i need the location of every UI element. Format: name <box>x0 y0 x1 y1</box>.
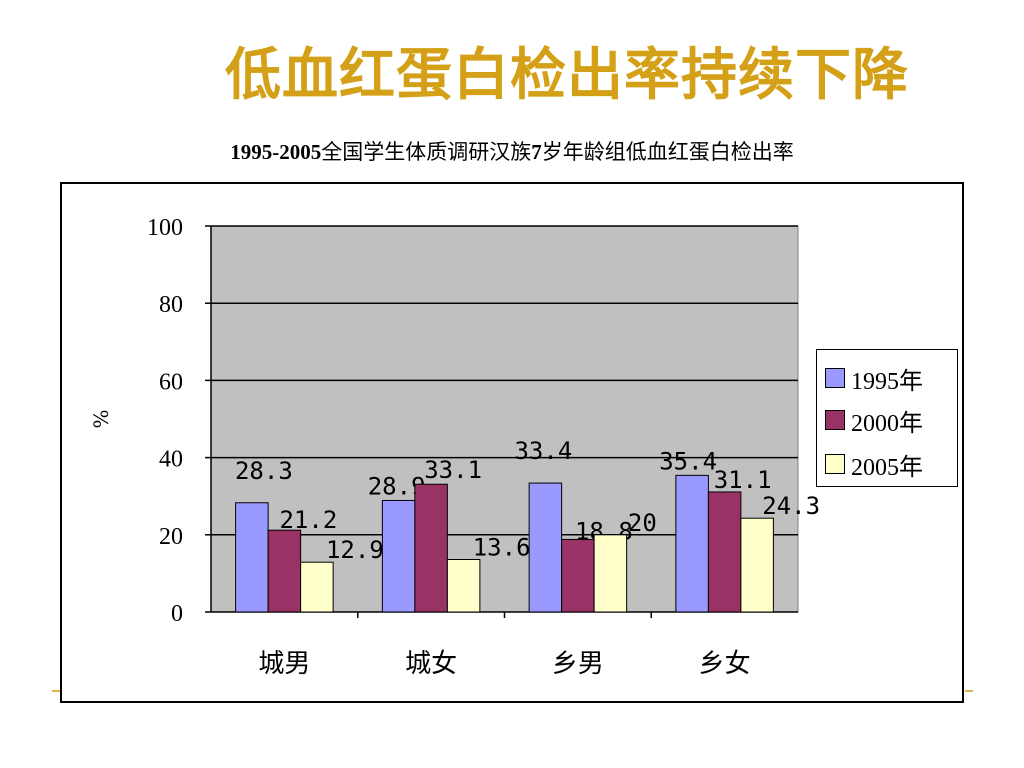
slide-title: 低血红蛋白检出率持续下降 <box>225 43 909 108</box>
bar-2-4 <box>707 491 742 613</box>
legend-item-2000: 2000年 <box>825 402 923 438</box>
bar-1-4 <box>675 474 709 613</box>
x-category-label: 乡男 <box>552 649 604 679</box>
y-axis-label: % <box>89 409 113 428</box>
data-label: 28.3 <box>235 457 293 485</box>
legend-swatch-1995 <box>825 368 845 388</box>
y-tick-label: 0 <box>171 601 183 627</box>
bar-1-3 <box>528 482 563 613</box>
data-label: 35.4 <box>659 447 717 475</box>
data-label: 21.2 <box>279 506 337 534</box>
data-label: 24.3 <box>762 492 820 520</box>
y-tick-label: 40 <box>159 447 183 473</box>
legend-label-1995: 1995年 <box>851 368 923 395</box>
chart-title-age: 7 <box>531 140 542 164</box>
chart-title-part1: 全国学生体质调研汉族 <box>321 140 532 164</box>
x-category-label: 城女 <box>405 649 457 679</box>
legend-item-1995: 1995年 <box>825 360 923 396</box>
y-tick-label: 20 <box>159 524 183 550</box>
data-label: 20 <box>628 509 657 537</box>
bar-3-2 <box>446 559 481 613</box>
bar-3-3 <box>593 534 628 613</box>
data-label: 33.4 <box>514 437 572 465</box>
x-category-label: 城男 <box>258 649 310 679</box>
legend-swatch-2000 <box>825 410 845 430</box>
chart-title: 1995-2005全国学生体质调研汉族7岁年龄组低血红蛋白检出率 <box>0 136 1024 166</box>
legend-label-2005: 2005年 <box>851 454 923 481</box>
y-tick-label: 100 <box>147 215 183 241</box>
y-tick-label: 80 <box>159 292 183 318</box>
legend-swatch-2005 <box>825 454 845 474</box>
bar-2-3 <box>561 538 595 613</box>
bar-2-2 <box>414 483 448 613</box>
bar-1-2 <box>381 499 416 613</box>
chart-title-part2: 岁年龄组低血红蛋白检出率 <box>541 140 794 164</box>
data-label: 33.1 <box>424 456 482 484</box>
decor-line-left <box>52 690 60 692</box>
legend-label-2000: 2000年 <box>851 410 923 437</box>
x-category-label: 乡女 <box>699 649 751 679</box>
decor-line-right <box>965 690 973 692</box>
bar-3-4 <box>740 517 774 613</box>
bar-1-1 <box>235 502 269 613</box>
chart-title-years: 1995-2005 <box>230 140 322 164</box>
chart-legend: 1995年 2000年 2005年 <box>816 349 958 487</box>
bar-2-1 <box>267 529 302 613</box>
y-tick-label: 60 <box>159 369 183 395</box>
legend-item-2005: 2005年 <box>825 446 923 482</box>
data-label: 13.6 <box>473 534 531 562</box>
data-label: 12.9 <box>326 536 384 564</box>
data-label: 31.1 <box>714 466 772 494</box>
bar-3-1 <box>300 561 334 613</box>
